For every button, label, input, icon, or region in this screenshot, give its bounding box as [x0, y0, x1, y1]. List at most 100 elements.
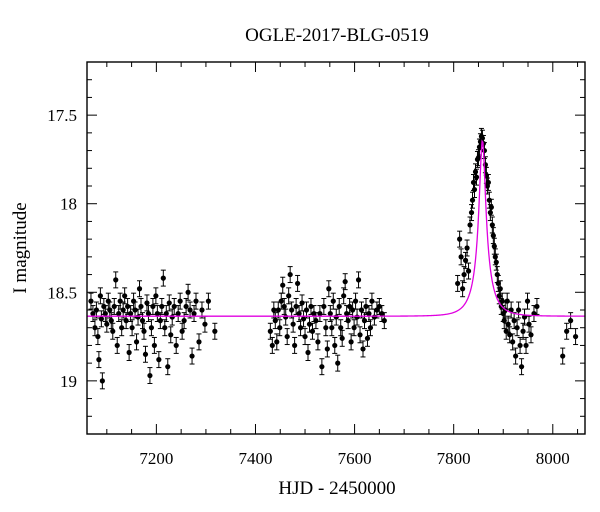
point-marker: [283, 314, 289, 320]
point-marker: [183, 303, 189, 310]
point-marker: [189, 353, 195, 359]
x-tick-label: 7800: [437, 449, 471, 468]
point-marker: [488, 204, 494, 210]
data-point: [171, 297, 177, 315]
data-point: [163, 305, 169, 323]
point-marker: [99, 378, 105, 384]
point-marker: [495, 280, 501, 287]
point-marker: [493, 259, 499, 265]
point-marker: [107, 307, 113, 313]
data-point: [281, 297, 287, 315]
point-marker: [153, 293, 159, 299]
point-marker: [510, 339, 516, 345]
data-point: [99, 372, 105, 390]
x-tick-label: 7200: [139, 449, 173, 468]
data-point: [297, 319, 304, 337]
point-marker: [319, 364, 325, 370]
point-marker: [136, 286, 143, 292]
point-marker: [376, 303, 382, 310]
point-marker: [122, 293, 128, 299]
point-marker: [202, 321, 208, 327]
data-point: [287, 266, 293, 284]
point-marker: [352, 298, 359, 304]
data-point: [455, 274, 461, 292]
data-point: [185, 283, 191, 301]
data-point: [467, 216, 473, 234]
point-marker: [517, 342, 523, 349]
point-marker: [120, 307, 126, 313]
point-marker: [361, 318, 368, 324]
point-marker: [300, 316, 307, 322]
point-marker: [290, 321, 296, 327]
data-point: [321, 297, 327, 315]
data-point: [280, 276, 286, 294]
data-point: [490, 227, 496, 245]
point-marker: [364, 335, 371, 341]
data-point: [319, 358, 325, 376]
point-marker: [369, 298, 375, 304]
point-marker: [489, 222, 495, 228]
point-marker: [92, 325, 98, 331]
point-marker: [205, 298, 212, 304]
point-marker: [287, 271, 293, 278]
data-point: [162, 319, 168, 337]
point-marker: [138, 303, 144, 310]
point-marker: [457, 236, 463, 242]
point-marker: [309, 328, 316, 334]
point-marker: [339, 335, 345, 341]
point-marker: [212, 328, 218, 334]
point-marker: [294, 280, 301, 287]
data-point: [189, 347, 195, 365]
data-point: [526, 315, 532, 333]
plot-frame: [86, 61, 586, 435]
point-marker: [351, 325, 357, 331]
data-point: [136, 280, 143, 298]
data-point: [183, 297, 189, 315]
point-marker: [472, 169, 479, 175]
data-point: [289, 301, 295, 319]
point-marker: [514, 325, 520, 331]
data-point: [107, 301, 113, 319]
point-marker: [504, 298, 510, 304]
point-marker: [191, 310, 197, 317]
point-marker: [126, 349, 132, 356]
data-point: [489, 216, 495, 234]
data-point: [166, 294, 172, 312]
data-point: [92, 319, 98, 337]
point-marker: [129, 325, 135, 331]
data-point: [113, 271, 119, 289]
point-marker: [461, 271, 467, 278]
data-point: [326, 280, 332, 298]
data-point: [327, 305, 333, 323]
point-marker: [308, 303, 314, 310]
x-tick-label: 8000: [536, 449, 570, 468]
point-marker: [464, 245, 470, 251]
point-marker: [117, 298, 123, 304]
point-marker: [511, 318, 517, 324]
data-point: [317, 305, 323, 323]
data-point: [212, 322, 218, 340]
data-point: [568, 312, 574, 330]
data-point: [93, 301, 100, 319]
y-tick-label: 18: [60, 195, 77, 214]
data-point: [458, 248, 464, 266]
data-point: [309, 322, 316, 340]
point-marker: [156, 357, 162, 363]
data-point: [294, 274, 301, 292]
data-point: [560, 347, 566, 365]
point-marker: [95, 333, 101, 340]
point-marker: [267, 328, 273, 334]
point-marker: [162, 325, 168, 331]
data-point: [564, 322, 570, 340]
data-point: [141, 322, 147, 340]
data-point: [290, 315, 296, 333]
point-marker: [93, 307, 100, 313]
point-marker: [336, 303, 342, 310]
point-marker: [564, 328, 570, 334]
data-point: [324, 340, 330, 358]
data-point: [460, 280, 466, 298]
point-marker: [354, 314, 360, 320]
data-point: [173, 336, 179, 354]
data-point: [153, 287, 159, 305]
point-marker: [175, 310, 181, 317]
